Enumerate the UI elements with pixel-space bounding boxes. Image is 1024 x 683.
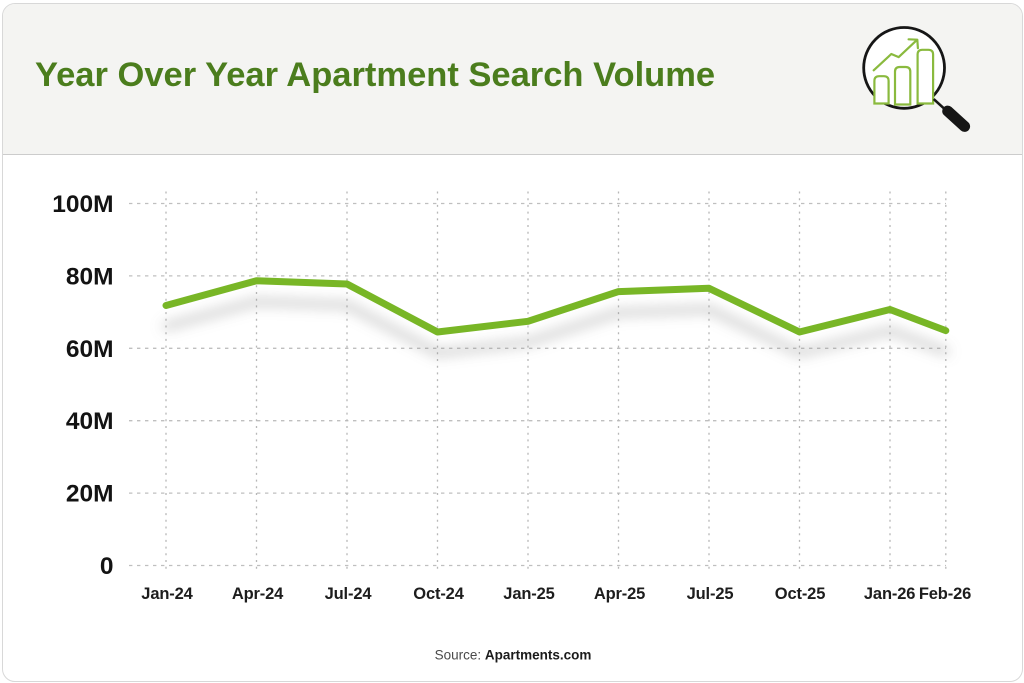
svg-text:80M: 80M xyxy=(66,263,114,290)
svg-text:0: 0 xyxy=(100,553,114,580)
svg-text:Apr-25: Apr-25 xyxy=(594,585,645,603)
svg-text:Source: Apartments.com: Source: Apartments.com xyxy=(435,648,592,663)
svg-text:Jan-26: Jan-26 xyxy=(864,585,915,603)
svg-text:Apr-24: Apr-24 xyxy=(232,585,284,603)
svg-text:60M: 60M xyxy=(66,336,114,363)
svg-text:Feb-26: Feb-26 xyxy=(919,585,971,603)
svg-text:Oct-24: Oct-24 xyxy=(413,585,464,603)
svg-text:Oct-25: Oct-25 xyxy=(775,585,825,603)
svg-text:Jul-24: Jul-24 xyxy=(325,585,373,603)
svg-text:Jan-25: Jan-25 xyxy=(503,585,554,603)
svg-text:100M: 100M xyxy=(52,191,113,218)
svg-text:Jul-25: Jul-25 xyxy=(687,585,734,603)
svg-text:20M: 20M xyxy=(66,481,114,508)
svg-text:40M: 40M xyxy=(66,408,114,435)
svg-text:Jan-24: Jan-24 xyxy=(141,585,193,603)
